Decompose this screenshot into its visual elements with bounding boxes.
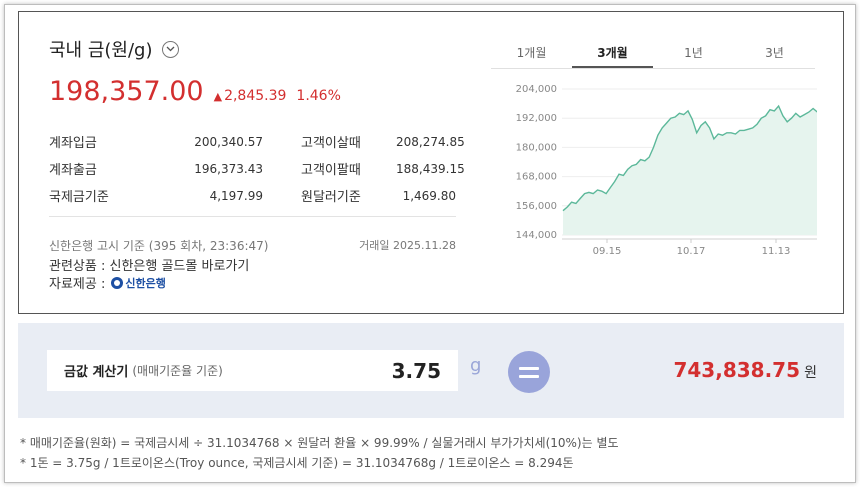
rate-value: 196,373.43 [194, 161, 263, 176]
price-chart: 204,000 192,000 180,000 168,000 156,000 144,0… [516, 84, 817, 257]
rate-value: 200,340.57 [194, 134, 263, 149]
rate-label: 고객이살때 [301, 136, 361, 151]
price-area [563, 106, 817, 235]
tab-3year[interactable]: 3년 [765, 46, 784, 60]
tab-1month[interactable]: 1개월 [516, 46, 547, 60]
rate-value: 188,439.15 [396, 161, 465, 176]
rates-table: 계좌입금 200,340.57 고객이살때 208,274.85 계좌출금 19… [49, 128, 465, 209]
rate-row: 국제금기준 4,197.99 원달러기준 1,469.80 [49, 182, 456, 209]
source-prefix: 자료제공 : [49, 277, 106, 292]
gold-price-panel: 국내 금(원/g) 198,357.00 ▲ 2,845.39 1.46% 계좌… [18, 11, 844, 314]
shinhan-bank-logo: 신한은행 [111, 275, 166, 291]
x-tick-label: 11.13 [762, 246, 791, 257]
related-prefix: 관련상품 : [49, 259, 110, 274]
window-frame [4, 4, 856, 483]
bank-logo-text: 신한은행 [125, 276, 166, 290]
tab-1year[interactable]: 1년 [684, 46, 703, 60]
page-title: 국내 금(원/g) [49, 40, 153, 61]
period-tabs: 1개월 3개월 1년 3년 [491, 45, 815, 69]
rate-label: 계좌출금 [49, 163, 97, 178]
x-tick-label: 09.15 [593, 246, 622, 257]
chevron-down-icon[interactable] [161, 40, 179, 58]
x-tick-label: 10.17 [677, 246, 706, 257]
notice-row: 신한은행 고시 기준 (395 회차, 23:36:47) 거래일 2025.1… [49, 237, 456, 254]
rate-value: 1,469.80 [402, 188, 456, 203]
calculator-sub-label: (매매기준율 기준) [132, 364, 223, 378]
divider [49, 216, 456, 217]
change-percent: 1.46% [296, 88, 341, 104]
calculator-input-box: 금값 계산기 (매매기준율 기준) [47, 350, 458, 391]
calculator-result: 743,838.75 [673, 358, 800, 382]
rate-label: 국제금기준 [49, 190, 109, 205]
y-tick-label: 156,000 [516, 201, 557, 212]
footnotes: * 매매기준율(원화) = 국제금시세 ÷ 31.1034768 × 원달러 환… [20, 433, 619, 473]
calculator-bar: 금값 계산기 (매매기준율 기준) g 743,838.75 원 [18, 323, 844, 418]
bank-logo-icon [111, 276, 124, 289]
goldmall-link[interactable]: 신한은행 골드몰 바로가기 [109, 259, 250, 274]
rate-value: 208,274.85 [396, 134, 465, 149]
rate-label: 고객이팔때 [301, 163, 361, 178]
source-row: 자료제공 : 신한은행 [49, 273, 166, 292]
calculator-label: 금값 계산기 [64, 365, 129, 380]
result-unit: 원 [804, 365, 817, 381]
rate-row: 계좌입금 200,340.57 고객이살때 208,274.85 [49, 128, 465, 155]
change-amount: 2,845.39 [224, 88, 287, 104]
rate-label: 원달러기준 [301, 190, 361, 205]
related-product-row: 관련상품 : 신한은행 골드몰 바로가기 [49, 255, 249, 274]
footnote: * 1돈 = 3.75g / 1트로이온스(Troy ounce, 국제금시세 … [20, 456, 574, 470]
price-row: 198,357.00 ▲ 2,845.39 1.46% [49, 76, 341, 107]
y-tick-label: 204,000 [516, 84, 557, 95]
rate-row: 계좌출금 196,373.43 고객이팔때 188,439.15 [49, 155, 465, 182]
notice-basis: 신한은행 고시 기준 (395 회차, 23:36:47) [49, 239, 269, 253]
current-price: 198,357.00 [49, 76, 204, 107]
footnote: * 매매기준율(원화) = 국제금시세 ÷ 31.1034768 × 원달러 환… [20, 436, 619, 450]
gram-input[interactable] [351, 358, 441, 383]
y-tick-label: 192,000 [516, 113, 557, 124]
gram-unit: g [470, 355, 482, 376]
rate-label: 계좌입금 [49, 136, 97, 151]
rate-value: 4,197.99 [209, 188, 263, 203]
y-tick-label: 168,000 [516, 172, 557, 183]
up-arrow-icon: ▲ [213, 90, 223, 103]
tab-3month[interactable]: 3개월 [572, 45, 653, 68]
title-row: 국내 금(원/g) [49, 36, 179, 62]
price-line [562, 104, 817, 212]
y-tick-label: 180,000 [516, 142, 557, 153]
y-tick-label: 144,000 [516, 230, 557, 241]
trade-date: 거래일 2025.11.28 [359, 239, 456, 252]
equals-button[interactable] [508, 351, 550, 393]
